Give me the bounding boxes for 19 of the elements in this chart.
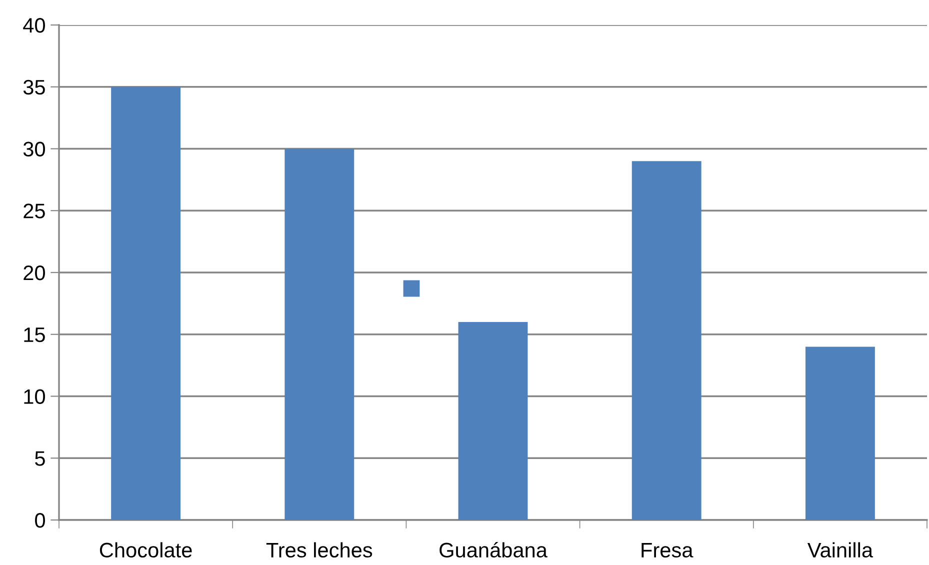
bar	[805, 346, 875, 520]
bar	[458, 322, 528, 520]
y-tick-label: 15	[24, 328, 45, 342]
bar	[284, 148, 354, 520]
x-tick-label: Chocolate	[100, 542, 192, 558]
x-tick-label: Fresa	[642, 542, 694, 558]
x-tick-label: Vainilla	[807, 542, 874, 558]
bar	[632, 161, 702, 520]
x-tick-label: Guanábana	[440, 542, 548, 558]
y-tick-label: 35	[23, 80, 45, 95]
y-tick-label: 20	[24, 266, 45, 280]
x-tick-label: Tres leches	[266, 542, 372, 558]
y-tick-label: 30	[23, 142, 45, 157]
y-tick-label: 10	[24, 389, 45, 404]
y-tick-label: 5	[35, 451, 45, 466]
y-tick-label: 40	[23, 18, 45, 33]
y-tick-label: 0	[35, 513, 45, 528]
y-tick-label: 25	[24, 204, 45, 218]
bar	[111, 86, 181, 520]
